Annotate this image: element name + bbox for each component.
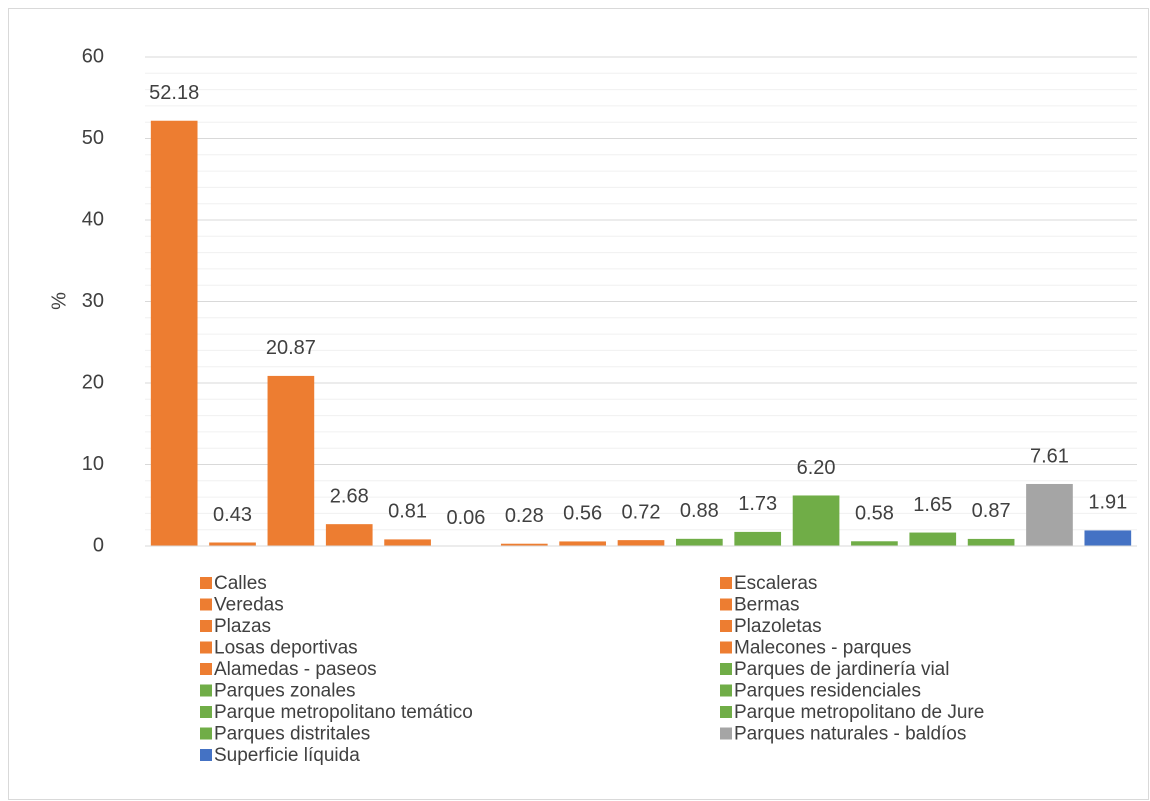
bar — [209, 542, 256, 546]
data-label: 7.61 — [1030, 445, 1069, 467]
data-label: 2.68 — [330, 485, 369, 507]
y-axis-label: % — [48, 292, 70, 310]
legend-swatch — [720, 684, 732, 697]
legend-swatch — [720, 641, 732, 654]
legend-label: Parques naturales - baldíos — [734, 724, 966, 745]
data-label: 0.87 — [972, 500, 1011, 522]
y-tick-label: 50 — [82, 127, 104, 149]
legend-swatch — [200, 706, 212, 718]
legend-label: Parques residenciales — [734, 681, 921, 702]
legend-swatch — [720, 663, 732, 675]
legend-label: Superficie líquida — [214, 745, 360, 766]
legend-swatch — [200, 727, 212, 740]
bar — [1084, 530, 1132, 546]
legend-label: Parques de jardinería vial — [734, 659, 949, 680]
legend-label: Parque metropolitano de Jure — [734, 702, 984, 723]
y-tick-label: 0 — [93, 534, 104, 556]
legend-label: Parque metropolitano temático — [214, 702, 473, 723]
y-tick-label: 40 — [82, 208, 104, 230]
legend-label: Calles — [214, 573, 267, 594]
legend-swatch — [720, 727, 732, 740]
data-label: 0.56 — [563, 503, 602, 525]
legend-swatch — [200, 749, 212, 761]
bar — [676, 538, 723, 546]
data-label: 1.73 — [738, 493, 777, 515]
data-label: 0.58 — [855, 503, 894, 525]
legend-label: Alamedas - paseos — [214, 659, 377, 680]
bar — [792, 495, 840, 546]
bar — [909, 532, 957, 546]
legend-label: Bermas — [734, 595, 799, 616]
data-label: 6.20 — [797, 457, 836, 479]
data-label: 0.43 — [213, 504, 252, 526]
data-label: 0.72 — [622, 501, 661, 523]
legend-label: Parques zonales — [214, 681, 356, 702]
legend-label: Veredas — [214, 595, 284, 616]
data-label: 0.88 — [680, 500, 719, 522]
bar — [150, 120, 198, 546]
data-label: 1.65 — [913, 494, 952, 516]
data-label: 0.81 — [388, 501, 427, 523]
legend-swatch — [200, 577, 212, 589]
bar — [500, 543, 548, 546]
bar — [734, 531, 782, 546]
legend-swatch — [200, 641, 212, 654]
legend-label: Losas deportivas — [214, 638, 358, 659]
bar — [559, 541, 606, 546]
data-label: 20.87 — [266, 337, 316, 359]
legend-swatch — [200, 684, 212, 697]
legend-swatch — [720, 620, 732, 632]
legend-label: Plazas — [214, 616, 271, 637]
legend-label: Malecones - parques — [734, 638, 911, 659]
bar — [1026, 483, 1073, 546]
bar — [384, 539, 431, 546]
legend-swatch — [720, 706, 732, 718]
legend-swatch — [200, 663, 212, 675]
y-tick-label: 20 — [82, 371, 104, 393]
data-label: 52.18 — [149, 82, 199, 104]
bar — [617, 540, 665, 546]
bar — [267, 375, 315, 546]
y-tick-label: 60 — [82, 45, 104, 67]
legend-swatch — [720, 577, 732, 589]
legend-swatch — [200, 598, 212, 611]
legend-label: Plazoletas — [734, 616, 822, 637]
legend-label: Escaleras — [734, 573, 817, 594]
legend-swatch — [200, 620, 212, 632]
y-tick-label: 10 — [82, 453, 104, 475]
bar — [325, 524, 373, 546]
y-tick-label: 30 — [82, 290, 104, 312]
data-label: 0.28 — [505, 505, 544, 527]
data-label: 0.06 — [446, 507, 485, 529]
legend-label: Parques distritales — [214, 724, 370, 745]
chart-border — [8, 8, 1149, 800]
bar — [967, 538, 1015, 546]
bar — [851, 541, 898, 546]
legend-swatch — [720, 598, 732, 611]
data-label: 1.91 — [1088, 492, 1127, 514]
